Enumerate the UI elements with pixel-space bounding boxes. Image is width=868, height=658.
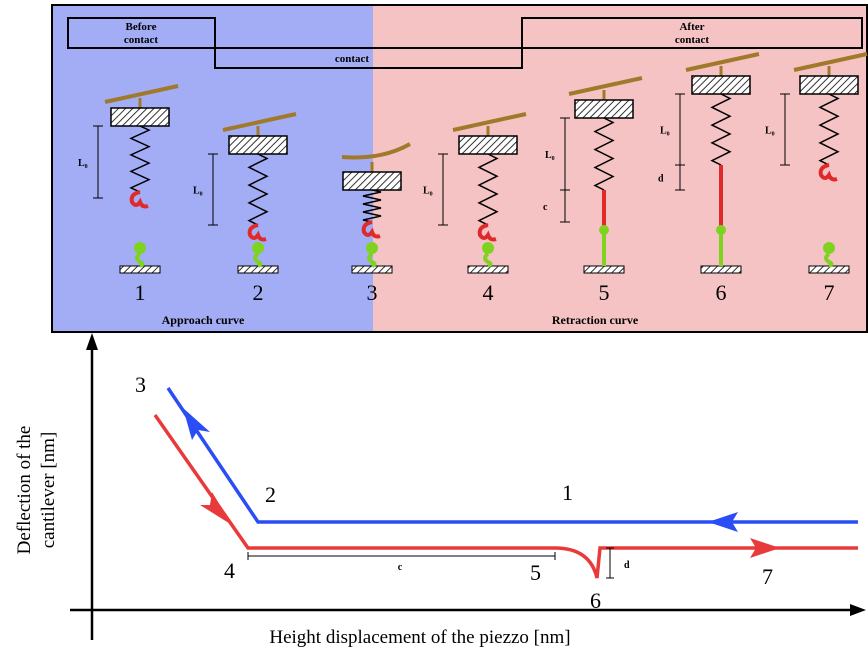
section-label: Retraction curve (552, 313, 639, 327)
point-label: 3 (135, 372, 146, 397)
block (692, 76, 750, 94)
length-label: L₀ (545, 150, 555, 161)
point-label: 5 (530, 560, 541, 585)
length-label: L₀ (765, 126, 775, 137)
stage-number: 3 (367, 280, 378, 305)
stage-number: 1 (135, 280, 146, 305)
ground (120, 266, 160, 273)
block (800, 76, 858, 94)
green-bead (482, 242, 494, 254)
stage-number: 2 (253, 280, 264, 305)
ground (809, 266, 849, 273)
phase-label: contact (675, 34, 710, 46)
green-bead (134, 242, 146, 254)
length-label: L₀ (660, 126, 670, 137)
green-bead (599, 225, 609, 235)
point-label: 6 (590, 588, 601, 613)
phase-label: contact (335, 53, 370, 65)
retraction-curve (155, 415, 858, 578)
c-label: c (398, 562, 403, 573)
stage-number: 6 (716, 280, 727, 305)
extra-label: c (543, 202, 548, 213)
block (111, 108, 169, 126)
y-axis-label: Deflection of the (14, 426, 35, 555)
block (229, 136, 287, 154)
ground (468, 266, 508, 273)
plot: Deflection of the cantilever [nm] Height… (14, 333, 866, 648)
ground (701, 266, 741, 273)
d-label: d (624, 560, 630, 571)
green-bead (823, 242, 835, 254)
block (575, 100, 633, 118)
top-panel: Before contact contact After contact App… (52, 5, 868, 332)
green-bead (366, 242, 378, 254)
point-label: 4 (224, 558, 235, 583)
phase-label: Before (126, 21, 157, 33)
figure: Before contact contact After contact App… (0, 0, 868, 653)
green-bead (716, 225, 726, 235)
point-label: 2 (265, 482, 276, 507)
length-label: L₀ (78, 158, 88, 169)
phase-label: After (679, 21, 704, 33)
stage-number: 7 (824, 280, 835, 305)
x-axis-label: Height displacement of the piezzo [nm] (269, 627, 570, 648)
length-label: L₀ (423, 186, 433, 197)
point-label: 1 (562, 480, 573, 505)
extra-label: d (658, 174, 664, 185)
block (459, 136, 517, 154)
block (343, 172, 401, 190)
stage-number: 5 (599, 280, 610, 305)
ground (238, 266, 278, 273)
ground (584, 266, 624, 273)
phase-label: contact (124, 34, 159, 46)
stage-number: 4 (483, 280, 494, 305)
y-axis-label: cantilever [nm] (38, 432, 59, 549)
ground (352, 266, 392, 273)
section-label: Approach curve (162, 313, 245, 327)
length-label: L₀ (193, 186, 203, 197)
point-label: 7 (762, 564, 773, 589)
green-bead (252, 242, 264, 254)
